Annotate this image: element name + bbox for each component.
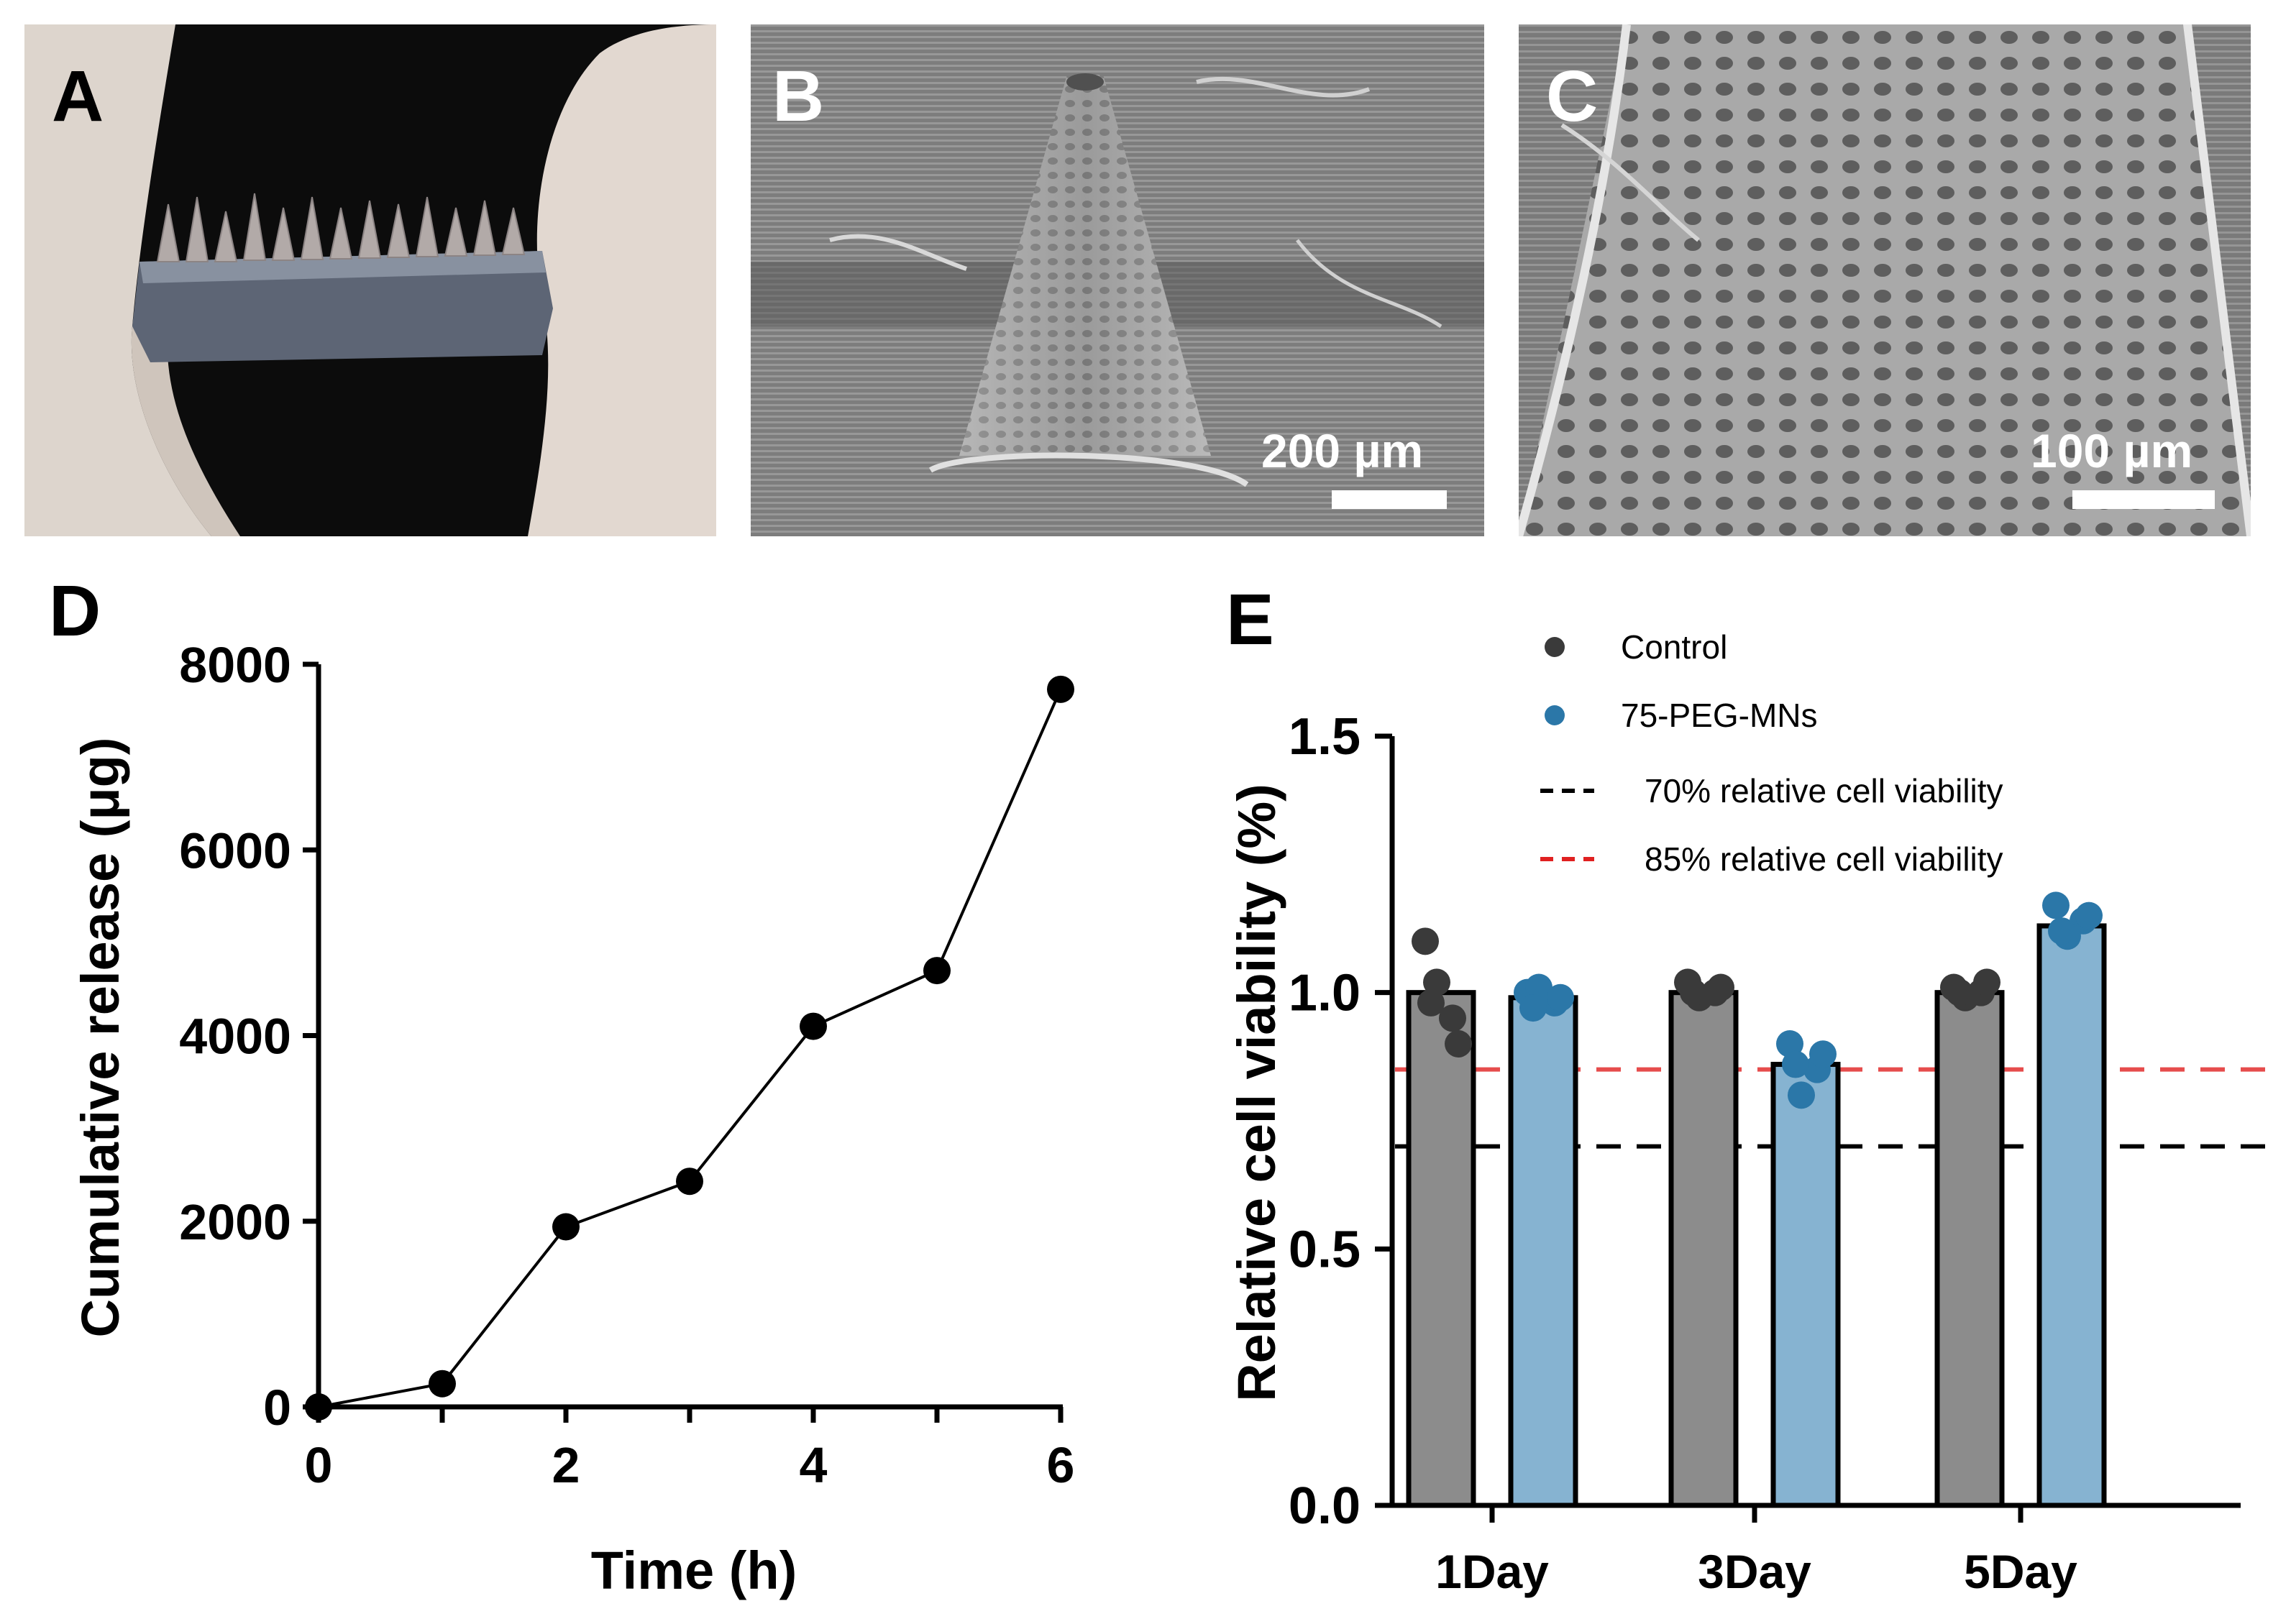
data-point — [1047, 675, 1074, 703]
legend: Control 75-PEG-MNs 70% relative cell viabi… — [1540, 628, 2003, 878]
legend-label: 75-PEG-MNs — [1621, 697, 1817, 734]
x-tick-label: 2 — [552, 1437, 580, 1493]
series-line — [305, 675, 1074, 1421]
release-line-chart: Cumulative release (μg) Time (h) 0200040… — [70, 637, 1074, 1600]
data-point — [800, 1012, 827, 1040]
y-axis-label: Relative cell viability (%) — [1227, 784, 1286, 1402]
panel-b-sem: B 200 µm — [751, 24, 1484, 536]
bar — [1770, 1062, 1841, 1508]
y-tick-label: 0.0 — [1289, 1477, 1361, 1535]
ticks: 0 2000 4000 6000 8000 0 2 4 6 — [179, 637, 1074, 1493]
data-point — [1445, 1030, 1472, 1058]
bar — [2036, 923, 2107, 1508]
y-tick-label: 0 — [263, 1380, 291, 1436]
data-point — [1423, 968, 1450, 996]
viability-bar-chart: Relative cell viability (%) 0.0 0.5 1.0 1.5… — [1227, 628, 2269, 1598]
x-tick-label: 6 — [1047, 1437, 1075, 1493]
panel-a-photo: A — [24, 24, 716, 536]
legend-label: Control — [1621, 628, 1727, 666]
panel-label-b: B — [772, 56, 825, 137]
microneedle-patch-photo — [24, 24, 716, 536]
scalebar-b — [1332, 490, 1447, 509]
x-axis-label: Time (h) — [591, 1541, 797, 1600]
data-point — [1973, 968, 2000, 996]
bar — [1934, 990, 2005, 1508]
data-point — [1547, 983, 1574, 1011]
y-tick-label: 6000 — [179, 822, 291, 878]
panel-c-sem: C 100 µm — [1519, 24, 2251, 536]
x-tick-label: 1Day — [1435, 1545, 1549, 1598]
y-tick-label: 1.0 — [1289, 965, 1361, 1022]
x-tick-label: 3Day — [1698, 1545, 1811, 1598]
y-tick-label: 1.5 — [1289, 708, 1361, 766]
data-point — [1417, 988, 1445, 1017]
y-tick-label: 0.5 — [1289, 1221, 1361, 1278]
sem-microneedle-image — [751, 24, 1484, 536]
x-tick-label: 0 — [305, 1437, 333, 1493]
data-point — [1788, 1081, 1815, 1109]
data-point — [1680, 978, 1707, 1006]
data-point — [2075, 902, 2103, 930]
sem-zoom-image — [1519, 24, 2251, 536]
data-point — [2042, 891, 2070, 919]
data-point — [2048, 917, 2075, 945]
axes — [316, 664, 1063, 1410]
microneedle-tips — [156, 193, 526, 262]
data-line — [318, 689, 1062, 1408]
panel-label-a: A — [52, 56, 104, 137]
data-point — [676, 1167, 703, 1196]
panel-label-e: E — [1226, 579, 1274, 660]
bar — [1668, 990, 1739, 1508]
legend-label: 85% relative cell viability — [1645, 840, 2003, 878]
x-tick-label: 4 — [800, 1437, 828, 1493]
y-tick-label: 2000 — [179, 1194, 291, 1250]
legend-marker — [1545, 705, 1565, 725]
axes: 0.0 0.5 1.0 1.5 1Day 3Day 5Day — [1289, 708, 2241, 1598]
data-point — [1776, 1030, 1803, 1058]
bar — [1406, 990, 1476, 1508]
data-point — [552, 1213, 580, 1241]
scalebar-label-b: 200 µm — [1261, 424, 1424, 477]
data-point — [1412, 927, 1439, 955]
data-point — [1946, 978, 1973, 1006]
data-point — [429, 1370, 456, 1398]
scalebar-label-c: 100 µm — [2031, 424, 2193, 477]
bars — [1406, 891, 2107, 1508]
data-point — [1439, 1004, 1466, 1032]
y-tick-label: 4000 — [179, 1009, 291, 1065]
x-tick-label: 5Day — [1964, 1545, 2077, 1598]
data-point — [1809, 1040, 1837, 1068]
y-axis-label: Cumulative release (μg) — [70, 738, 130, 1338]
scalebar-c — [2072, 490, 2215, 509]
data-point — [923, 957, 951, 985]
data-point — [305, 1393, 332, 1421]
legend-label: 70% relative cell viability — [1645, 772, 2003, 809]
legend-marker — [1545, 637, 1565, 657]
panel-label-c: C — [1546, 56, 1599, 137]
data-point — [1525, 973, 1553, 1001]
data-point — [1707, 973, 1734, 1001]
bar — [1508, 995, 1578, 1508]
data-point — [1519, 994, 1547, 1022]
panel-label-d: D — [49, 571, 101, 651]
reference-lines — [1395, 1067, 2269, 1149]
y-tick-label: 8000 — [179, 637, 291, 693]
data-point — [1782, 1050, 1809, 1078]
